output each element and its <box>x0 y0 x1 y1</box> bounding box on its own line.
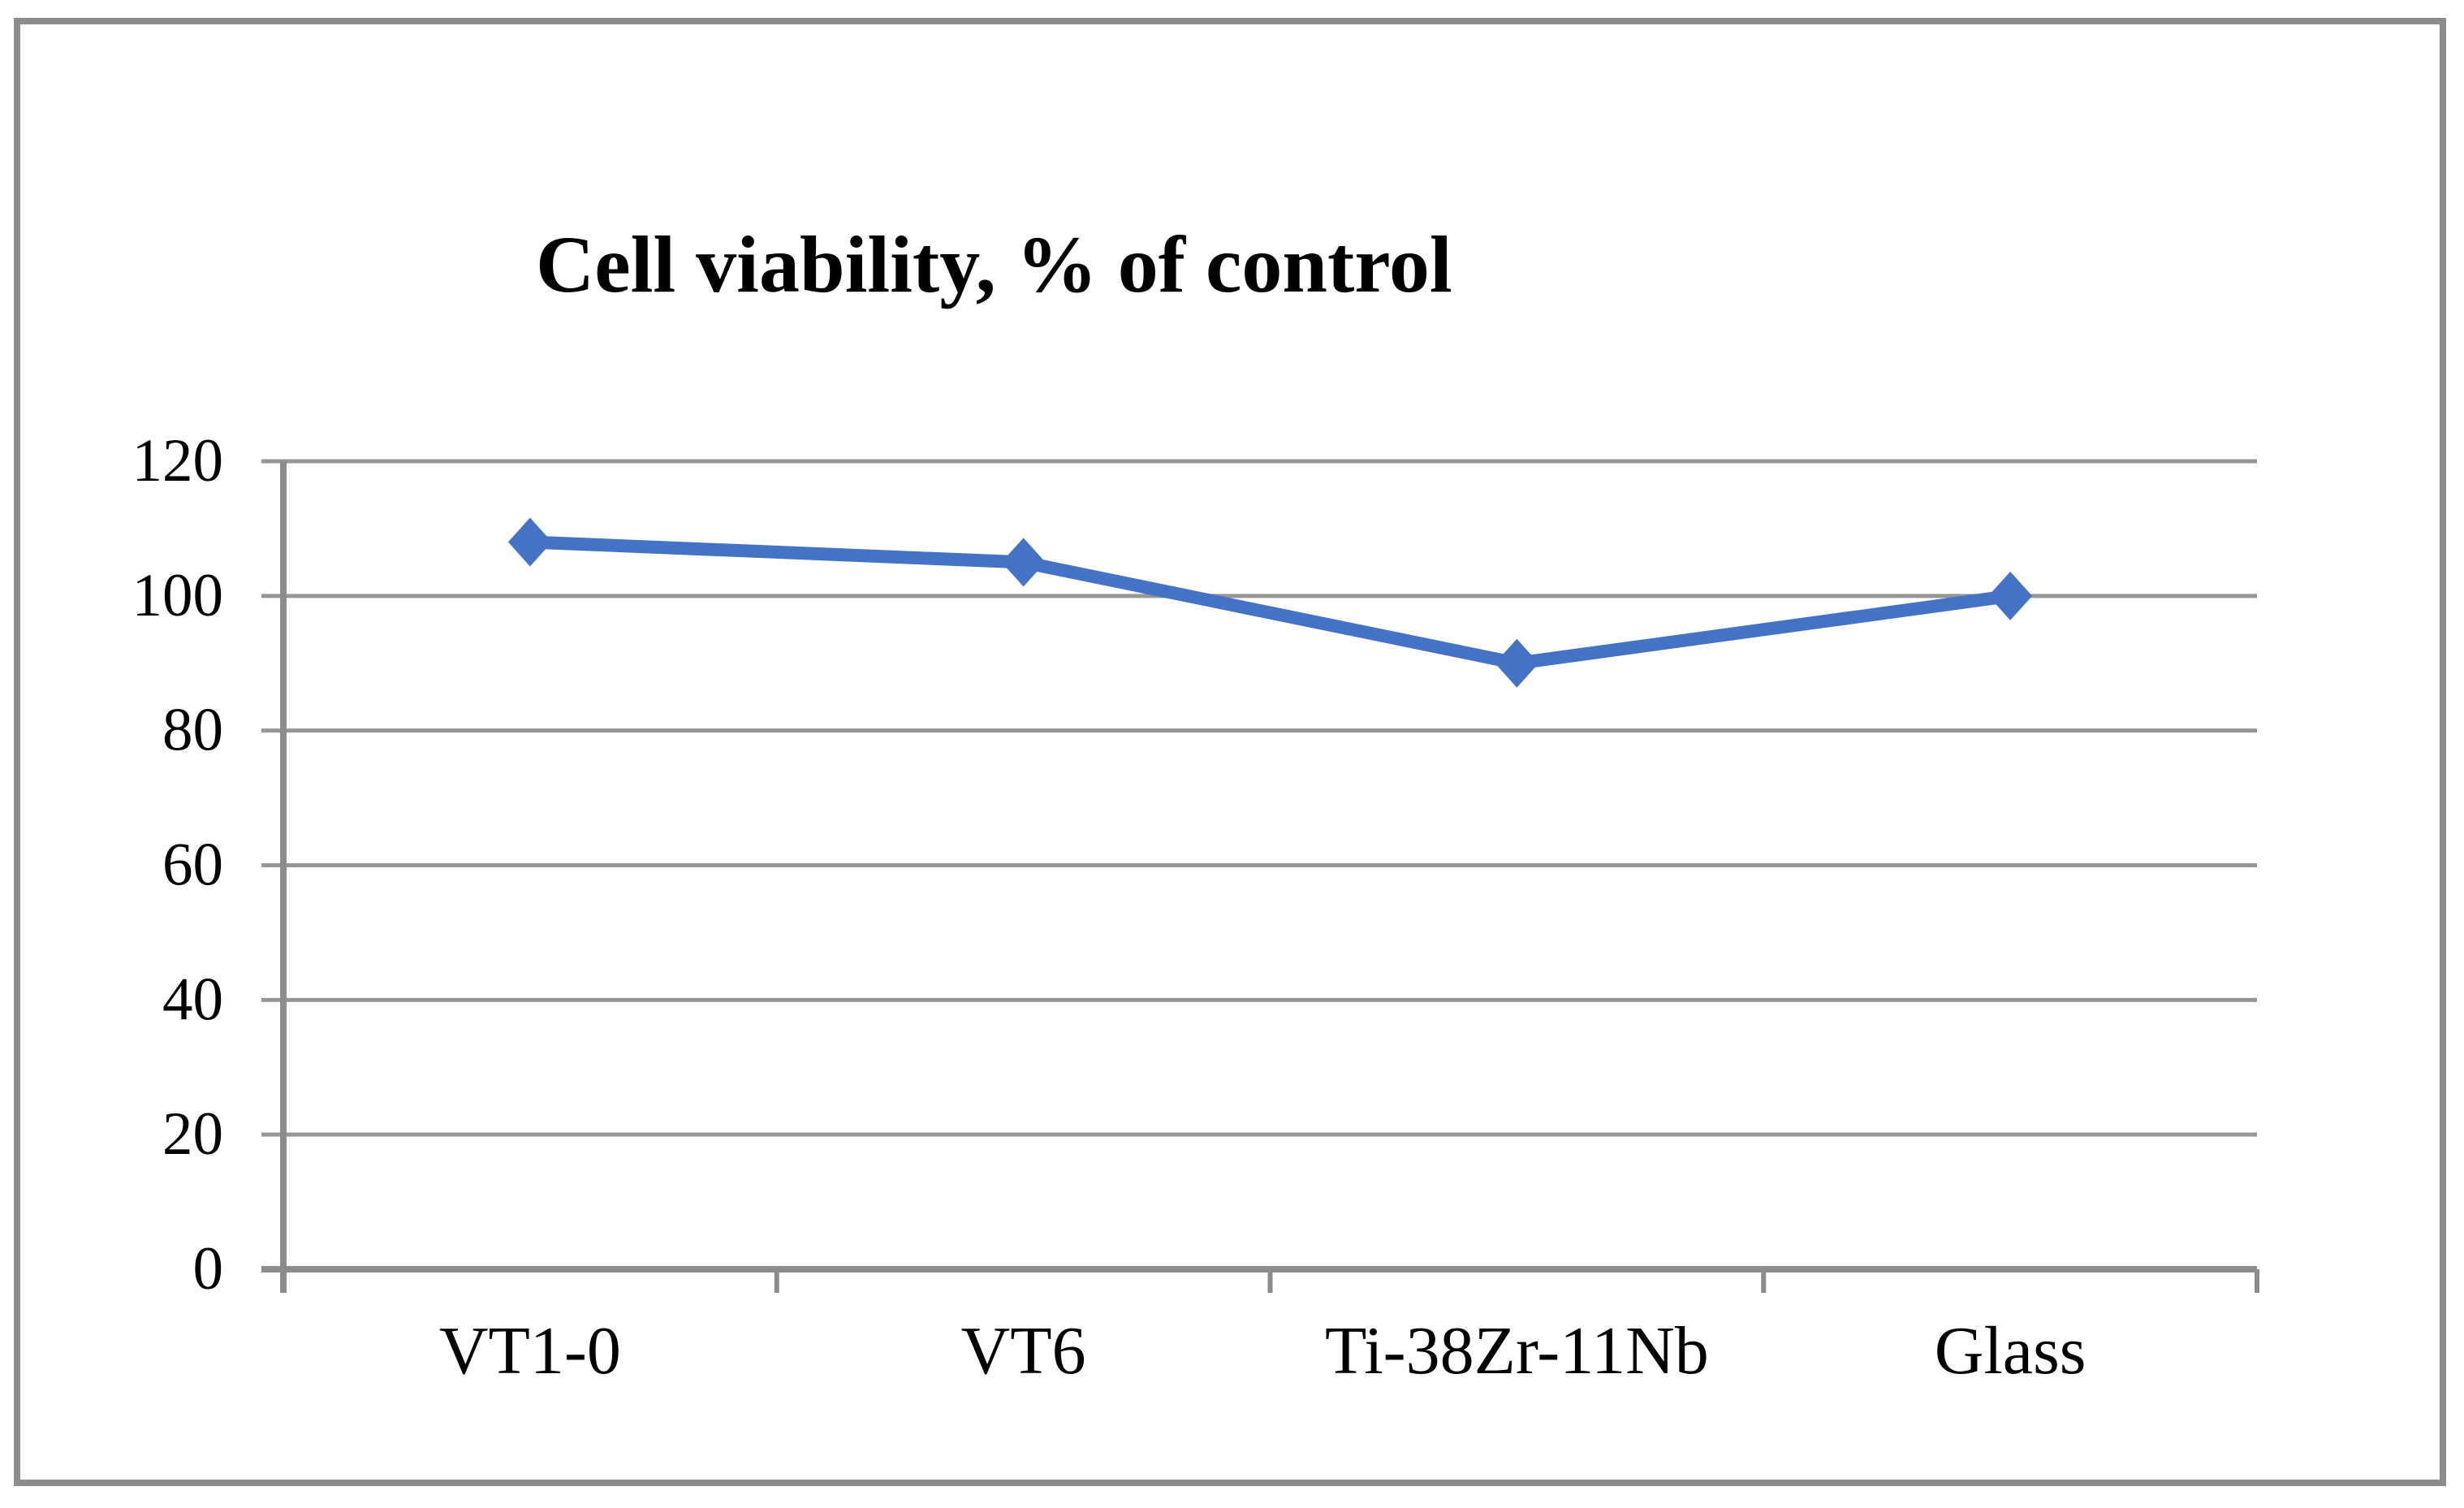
y-axis-tick-label: 20 <box>162 1100 223 1168</box>
x-axis-category-label: VT1-0 <box>439 1313 621 1389</box>
y-axis-tick-label: 80 <box>162 697 223 764</box>
data-point-marker <box>1495 638 1539 688</box>
figure-border <box>14 18 2446 1486</box>
data-point-marker <box>507 517 552 567</box>
chart-title: Cell viability, % of control <box>536 219 1452 309</box>
x-axis-category-label: Ti-38Zr-11Nb <box>1325 1313 1709 1389</box>
x-axis-category-label: VT6 <box>961 1313 1086 1389</box>
data-point-marker <box>1988 571 2033 620</box>
y-axis-tick-label: 40 <box>162 966 223 1033</box>
y-axis-tick-label: 0 <box>193 1235 224 1303</box>
data-line <box>529 535 2012 670</box>
y-axis-tick-label: 100 <box>132 562 224 629</box>
y-axis-tick-label: 60 <box>162 832 223 899</box>
data-point-marker <box>1001 538 1046 587</box>
y-axis-tick-label: 120 <box>132 427 224 495</box>
x-axis-category-label: Glass <box>1935 1313 2086 1389</box>
